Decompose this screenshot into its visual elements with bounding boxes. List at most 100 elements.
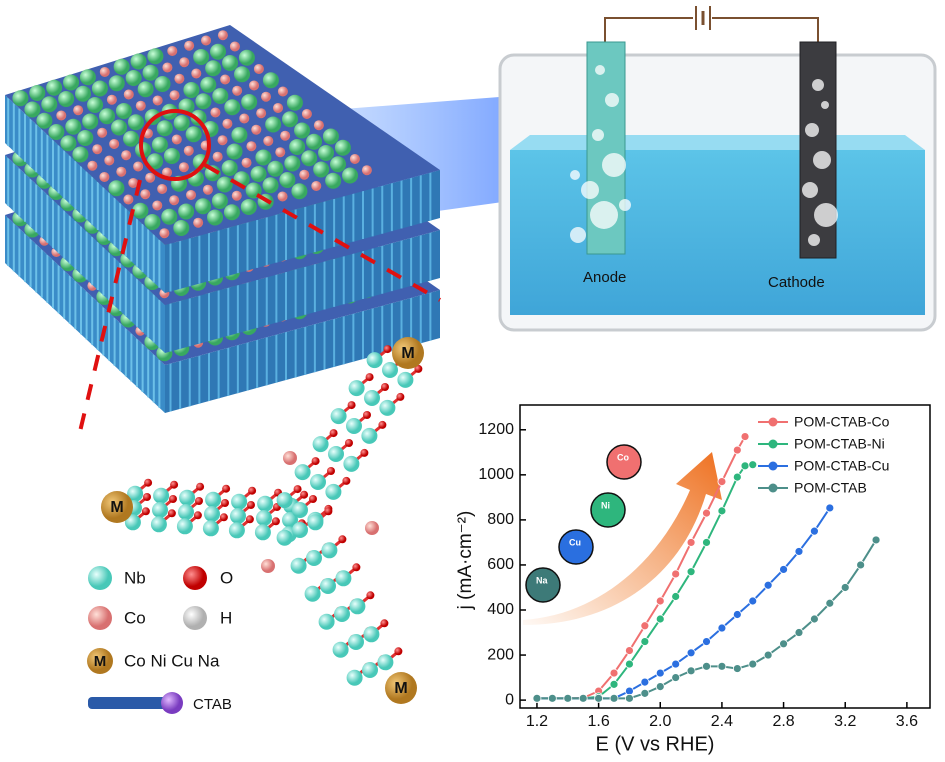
bubble (802, 182, 818, 198)
h-label: H (220, 608, 232, 627)
surface-atom (162, 62, 173, 73)
o-atom (366, 591, 375, 600)
slab-side (165, 290, 440, 413)
legend-label: POM-CTAB (794, 480, 867, 496)
metal-badge-label: Cu (569, 537, 581, 547)
nb-atom (230, 508, 246, 524)
legend-marker (768, 483, 778, 493)
surface-atom (299, 169, 310, 180)
data-point (625, 646, 634, 655)
y-tick-label: 200 (487, 646, 514, 663)
legend-label: POM-CTAB-Cu (794, 458, 889, 474)
nb-atom (366, 352, 383, 369)
surface-atom (261, 91, 272, 102)
data-point (640, 637, 650, 646)
data-point (748, 596, 758, 606)
surface-atom (186, 189, 197, 200)
ctab-head (161, 692, 183, 714)
nb-swatch (88, 566, 112, 590)
data-point (717, 661, 727, 671)
metal-badge-label: Co (617, 452, 629, 462)
data-point (717, 477, 727, 486)
o-atom (311, 457, 320, 466)
data-point (794, 547, 804, 556)
surface-atom (108, 180, 125, 197)
y-tick-label: 600 (487, 556, 514, 573)
co-label: Co (124, 608, 146, 627)
lsv-chart: E (V vs RHE) j (mA·cm⁻²) 1.2 1.6 2.0 2.4 2.8… (455, 404, 931, 755)
surface-atom (162, 167, 173, 178)
nb-atom (304, 585, 321, 602)
surface-atom (265, 116, 282, 133)
metal-badge (558, 529, 594, 565)
surface-atom (234, 66, 251, 83)
surface-atom (185, 126, 202, 143)
surface-atom (135, 100, 146, 111)
data-point (748, 659, 758, 669)
metal-atom (385, 672, 417, 704)
data-point (671, 569, 681, 579)
ctab-label: CTAB (193, 696, 232, 713)
nb-label: Nb (124, 568, 146, 587)
surface-atom (65, 118, 82, 135)
surface-atom (171, 134, 182, 145)
molecular-structure (124, 345, 423, 686)
bubble (592, 129, 604, 141)
surface-atom (334, 139, 351, 156)
o-atom (324, 507, 333, 516)
nb-atom (328, 446, 344, 462)
surface-atom (113, 58, 130, 75)
legend-marker (768, 461, 778, 471)
surface-atom (99, 171, 110, 182)
surface-atom (221, 159, 238, 176)
nb-atom (176, 518, 193, 535)
x-tick-label: 2.4 (711, 713, 733, 730)
data-point (740, 461, 750, 471)
surface-atom (255, 149, 272, 166)
surface-atom (133, 161, 144, 172)
x-tick-label: 3.2 (834, 713, 856, 730)
data-point (794, 628, 804, 637)
surface-atom (220, 74, 231, 85)
surface-atom (151, 136, 168, 153)
nb-atom (124, 514, 141, 531)
co-atom (261, 559, 275, 573)
surface-atom (73, 105, 84, 116)
nb-atom (256, 510, 272, 526)
surface-atom (277, 86, 288, 97)
o-atom (380, 619, 389, 628)
surface-atom (137, 81, 154, 98)
bubble (595, 65, 605, 75)
surface-atom (183, 145, 194, 156)
surface-atom (313, 120, 324, 131)
anode-label: Anode (583, 269, 626, 286)
surface-atom (263, 135, 274, 146)
metal-atom (392, 337, 424, 369)
surface-atom (231, 126, 248, 143)
data-point (702, 508, 711, 518)
surface-atom (256, 108, 267, 119)
trend-arrow (523, 452, 722, 625)
surface-atom (262, 177, 279, 194)
slab-side (165, 170, 440, 293)
surface-atom (183, 81, 200, 98)
surface-atom (130, 53, 147, 70)
surface-atom (152, 95, 163, 106)
o-atom (347, 401, 356, 410)
data-point (578, 693, 588, 703)
nb-atom (127, 485, 144, 502)
surface-atom (99, 108, 116, 125)
o-atom (414, 364, 423, 373)
metals-label: Co Ni Cu Na (124, 651, 220, 670)
surface-atom (41, 96, 58, 113)
nb-atom (348, 634, 364, 650)
o-atom (300, 490, 309, 499)
metal-badge-label: Na (536, 575, 548, 585)
nb-atom (204, 506, 220, 522)
surface-atom (212, 151, 223, 162)
surface-atom (267, 160, 284, 177)
surface-atom (92, 144, 103, 155)
data-point (871, 535, 881, 545)
surface-atom (123, 130, 140, 147)
nb-atom (282, 512, 298, 528)
